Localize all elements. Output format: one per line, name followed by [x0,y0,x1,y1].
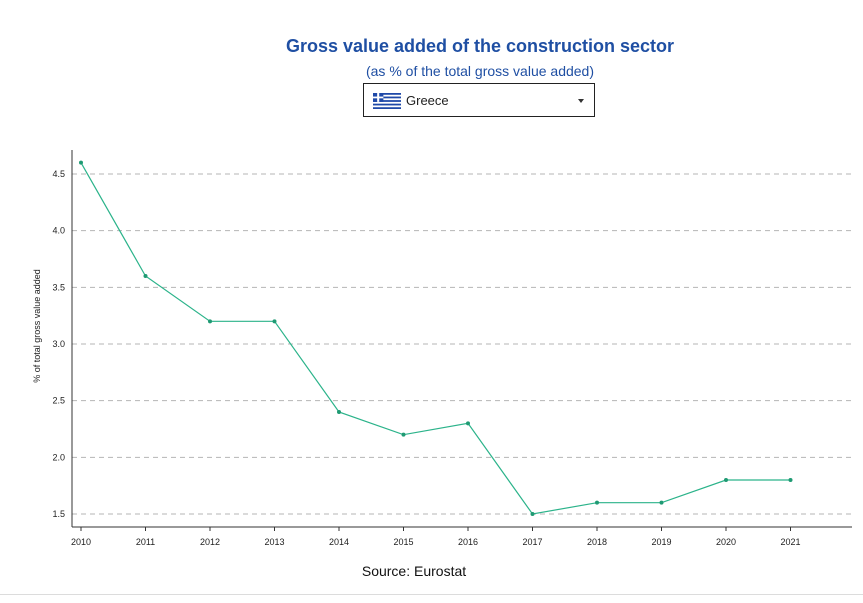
greece-flag-icon [373,93,401,109]
y-tick-label: 4.0 [52,226,65,236]
data-point[interactable] [401,432,406,437]
x-tick-label: 2017 [522,537,542,547]
x-tick-label: 2012 [200,537,220,547]
data-point[interactable] [466,421,470,426]
x-tick-label: 2021 [780,537,800,547]
data-point[interactable] [79,160,83,165]
x-tick-label: 2013 [264,537,284,547]
tick-labels: 1.5 2.0 2.5 3.0 3.5 4.0 4.5 2010 2011 2012 2013 201… [52,169,800,547]
source-note: Source: Eurostat [361,563,467,579]
points-layer [79,160,793,516]
x-tick-label: 2011 [136,537,155,547]
data-point[interactable] [530,512,535,516]
x-tick-label: 2015 [393,537,413,547]
y-tick-label: 2.0 [52,452,65,462]
country-select-value: Greece [406,93,449,108]
x-tick-label: 2010 [71,537,91,547]
chart-subtitle: (as % of the total gross value added) [365,63,595,79]
data-point[interactable] [788,478,793,482]
y-tick-label: 4.5 [52,169,65,179]
data-point[interactable] [143,274,148,278]
x-tick-label: 2014 [329,537,349,547]
y-tick-label: 3.0 [52,339,65,349]
x-tick-label: 2019 [651,537,671,547]
data-point[interactable] [337,410,341,414]
series-layer [80,162,791,515]
chevron-down-icon[interactable] [578,99,584,103]
data-point[interactable] [272,319,277,324]
x-tick-label: 2016 [458,537,478,547]
chart-title: Gross value added of the construction se… [285,36,675,56]
data-point[interactable] [208,319,212,324]
bottom-divider [0,594,863,595]
data-point[interactable] [724,478,728,482]
x-tick-label: 2020 [716,537,736,547]
y-tick-label: 1.5 [52,509,65,519]
x-tick-label: 2018 [587,537,607,547]
series-line-greece [80,162,791,515]
data-point[interactable] [659,500,664,505]
data-point[interactable] [595,500,599,505]
axes [71,150,852,531]
y-axis-label: % of total gross value added [32,269,42,383]
y-tick-label: 3.5 [52,282,65,292]
country-select[interactable]: Greece [363,83,595,117]
grid-lines [72,173,852,515]
y-tick-label: 2.5 [52,396,65,406]
